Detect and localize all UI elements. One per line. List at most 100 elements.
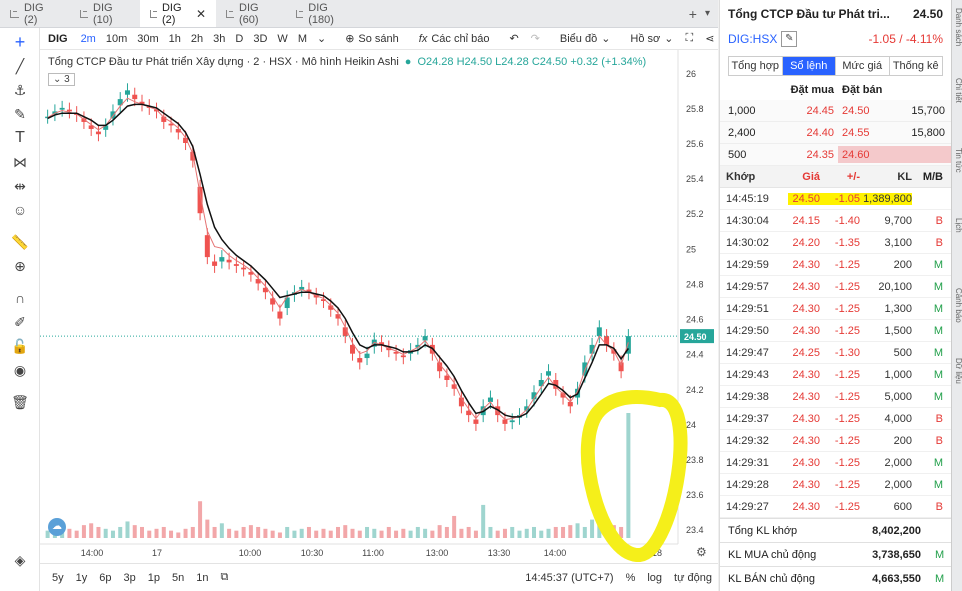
timeframe-3D[interactable]: 3D: [253, 32, 268, 45]
undo-button[interactable]: ↶: [509, 33, 519, 45]
timeframe-M[interactable]: M: [297, 32, 307, 45]
chart-tab[interactable]: DIG (10): [70, 0, 140, 27]
table-row[interactable]: 14:29:28 24.30 -1.25 2,000 M: [720, 474, 951, 496]
timeframe-2m[interactable]: 2m: [80, 32, 96, 45]
range-5y[interactable]: 5y: [52, 571, 64, 584]
table-row[interactable]: 14:29:31 24.30 -1.25 2,000 M: [720, 452, 951, 474]
trash-icon[interactable]: 🗑: [11, 394, 29, 410]
range-6p[interactable]: 6p: [99, 571, 112, 584]
chart-type-button[interactable]: Biểu đồ ⌄: [559, 32, 611, 46]
date-range-icon[interactable]: ⧉: [220, 571, 229, 583]
timeframe-10m[interactable]: 10m: [105, 32, 128, 45]
crosshair-icon[interactable]: +: [14, 32, 26, 52]
compare-button[interactable]: ⊕ So sánh: [345, 32, 399, 46]
side-tab[interactable]: Dữ liệu: [954, 358, 962, 384]
layers-icon[interactable]: ◈: [14, 552, 26, 568]
time-tick-label: 10:30: [301, 548, 324, 558]
range-1p[interactable]: 1p: [147, 571, 160, 584]
chart-tab[interactable]: DIG (180): [286, 0, 356, 27]
volume-bar: [350, 528, 355, 538]
pattern-icon[interactable]: ⋈: [13, 154, 27, 170]
matched-trades[interactable]: 14:45:19 24.50 -1.05 1,389,800 14:30:04 24.15…: [720, 188, 951, 518]
chart-tab[interactable]: DIG (60): [216, 0, 286, 27]
timeframe-2h[interactable]: 2h: [190, 32, 204, 45]
study-count-badge[interactable]: ⌄ 3: [48, 73, 75, 86]
close-icon[interactable]: ✕: [195, 6, 206, 21]
eye-icon[interactable]: ◉: [13, 362, 27, 378]
table-row[interactable]: 14:29:32 24.30 -1.25 200 B: [720, 430, 951, 452]
timeframe-W[interactable]: W: [277, 32, 288, 45]
percent-toggle[interactable]: %: [625, 571, 636, 584]
chart-tab[interactable]: DIG (2) ✕: [140, 0, 216, 27]
range-3p[interactable]: 3p: [123, 571, 136, 584]
range-1y[interactable]: 1y: [75, 571, 88, 584]
table-row[interactable]: 14:29:59 24.30 -1.25 200 M: [720, 254, 951, 276]
zoom-icon[interactable]: ⊕: [14, 258, 26, 274]
text-icon[interactable]: T: [15, 129, 25, 146]
side-tab[interactable]: Danh sách: [954, 8, 962, 47]
candle-body: [183, 137, 189, 143]
table-row[interactable]: 14:29:37 24.30 -1.25 4,000 B: [720, 408, 951, 430]
table-row[interactable]: 14:29:51 24.30 -1.25 1,300 M: [720, 298, 951, 320]
last-price: 24.50: [912, 7, 943, 21]
indicators-button[interactable]: fx Các chỉ báo: [418, 32, 490, 45]
trendline-icon[interactable]: ╱: [15, 58, 25, 74]
timeframe-D[interactable]: D: [235, 32, 244, 45]
timeframe-3h[interactable]: 3h: [213, 32, 226, 45]
range-5n[interactable]: 5n: [172, 571, 185, 584]
side-tab[interactable]: Lịch: [954, 218, 962, 233]
table-row[interactable]: 14:29:47 24.25 -1.30 500 M: [720, 342, 951, 364]
timeframe-dropdown-icon[interactable]: ⌄: [316, 33, 327, 45]
symbol-search[interactable]: DIG: [48, 32, 68, 45]
auto-toggle[interactable]: tự động: [674, 571, 712, 584]
profile-button[interactable]: Hồ sơ ⌄: [630, 32, 674, 46]
fullscreen-icon[interactable]: ⛶: [685, 32, 694, 44]
log-toggle[interactable]: log: [647, 571, 663, 584]
timezone-label[interactable]: 14:45:37 (UTC+7): [525, 571, 614, 584]
fib-icon[interactable]: ⚓: [13, 82, 27, 98]
table-row[interactable]: 14:29:57 24.30 -1.25 20,100 M: [720, 276, 951, 298]
price-chart[interactable]: 23.4 23.6 23.8 24 24.2 24.4 24.6 24.8 25 25.2 25.4…: [40, 50, 718, 563]
side-tab[interactable]: Tin tức: [954, 148, 962, 173]
side-tab[interactable]: Cảnh báo: [954, 288, 962, 323]
brush-icon[interactable]: ✎: [14, 106, 26, 122]
measure-icon[interactable]: ⇹: [14, 178, 26, 194]
edit-icon[interactable]: ✎: [781, 31, 798, 47]
range-1n[interactable]: 1n: [196, 571, 209, 584]
table-row[interactable]: 14:29:38 24.30 -1.25 5,000 M: [720, 386, 951, 408]
cloud-icon[interactable]: ☁: [48, 518, 66, 536]
emoji-icon[interactable]: ☺: [12, 202, 28, 218]
pencil-lock-icon[interactable]: ✐: [14, 314, 26, 330]
trade-side: M: [933, 456, 943, 469]
redo-button[interactable]: ↷: [530, 33, 540, 45]
table-row[interactable]: 14:29:27 24.30 -1.25 600 B: [720, 496, 951, 518]
table-row[interactable]: 14:30:04 24.15 -1.40 9,700 B: [720, 210, 951, 232]
quote-tab[interactable]: Mức giá: [836, 57, 890, 75]
candle-body: [357, 358, 363, 363]
timeframe-30m[interactable]: 30m: [137, 32, 159, 45]
table-row[interactable]: 14:30:02 24.20 -1.35 3,100 B: [720, 232, 951, 254]
quote-tab[interactable]: Thống kê: [892, 60, 939, 72]
lock-icon[interactable]: 🔓: [11, 338, 29, 354]
table-row[interactable]: 14:29:50 24.30 -1.25 1,500 M: [720, 320, 951, 342]
volume-bar: [430, 530, 435, 538]
candle-body: [335, 314, 341, 319]
chart-tab[interactable]: DIG (2): [0, 0, 70, 27]
candle-body: [400, 355, 406, 358]
side-tab[interactable]: Chi tiết: [954, 78, 962, 103]
trade-change: -1.35: [834, 236, 860, 249]
quote-tab[interactable]: Sổ lệnh: [782, 57, 836, 75]
gear-icon[interactable]: ⚙: [696, 545, 707, 559]
timeframe-1h[interactable]: 1h: [168, 32, 181, 45]
volume-bar: [169, 530, 174, 538]
candle-body: [284, 297, 290, 309]
add-tab-icon[interactable]: +: [688, 5, 697, 22]
chevron-down-icon[interactable]: ▾: [704, 8, 710, 19]
share-icon[interactable]: ⋖: [705, 33, 715, 45]
ruler-icon[interactable]: 📏: [11, 234, 29, 250]
table-row[interactable]: 14:45:19 24.50 -1.05 1,389,800: [720, 188, 951, 210]
table-row[interactable]: 14:29:43 24.30 -1.25 1,000 M: [720, 364, 951, 386]
summary-value: 4,663,550: [872, 572, 921, 585]
quote-tab[interactable]: Tổng hợp: [729, 57, 783, 75]
magnet-icon[interactable]: ∩: [14, 290, 26, 306]
